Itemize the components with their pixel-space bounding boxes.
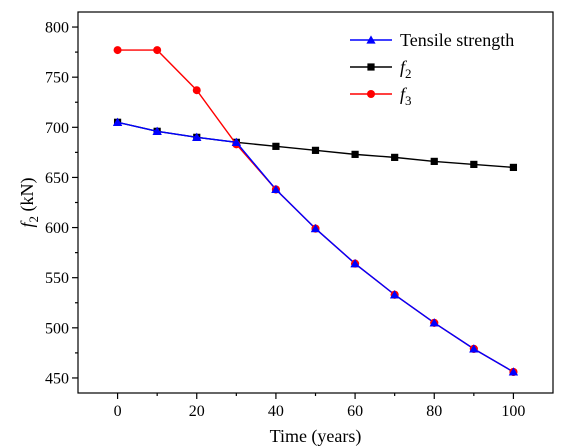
overlay-markers — [112, 117, 519, 376]
data-point — [272, 142, 280, 150]
data-point — [429, 318, 439, 327]
data-point — [469, 344, 479, 353]
legend-label: f2 — [400, 57, 412, 81]
axes: 0 20 40 60 80 100 450 500 550 600 650 700 750 800 — [45, 11, 554, 420]
data-point — [112, 117, 123, 126]
x-tick-label: 80 — [426, 403, 442, 420]
x-tick-label: 60 — [347, 403, 363, 420]
y-tick-label: 750 — [45, 70, 69, 87]
series-layer — [112, 46, 519, 376]
legend-item-1: f2 — [350, 57, 412, 81]
data-point — [192, 132, 202, 141]
legend: Tensile strength f2 f3 — [350, 30, 514, 108]
series-line — [117, 121, 514, 169]
series-2 — [113, 46, 518, 376]
x-tick-label: 40 — [268, 403, 284, 420]
x-tick-label: 100 — [501, 403, 525, 420]
legend-label: f3 — [400, 84, 412, 108]
data-point — [430, 157, 438, 165]
series-line — [117, 49, 514, 373]
legend-marker — [367, 63, 375, 71]
y-tick-label: 450 — [45, 370, 69, 387]
y-tick-label: 650 — [45, 170, 69, 187]
data-point — [390, 290, 400, 299]
data-point — [509, 163, 518, 172]
data-point — [310, 223, 321, 233]
y-tick-label: 600 — [45, 220, 69, 237]
legend-item-2: f3 — [350, 84, 412, 108]
series-0 — [112, 117, 519, 376]
y-axis-title: f2 (kN) — [17, 177, 41, 227]
plot-frame — [77, 11, 554, 394]
y-tick-label: 500 — [45, 320, 69, 337]
data-point — [351, 150, 359, 158]
legend-marker — [367, 90, 375, 98]
series-1 — [113, 118, 518, 172]
data-point — [192, 86, 201, 95]
x-tick-label: 0 — [114, 403, 122, 420]
data-point — [350, 259, 360, 268]
data-point — [231, 137, 241, 146]
x-tick-label: 20 — [189, 403, 205, 420]
data-point — [152, 126, 162, 135]
data-point — [271, 184, 281, 194]
x-axis-title: Time (years) — [270, 426, 362, 447]
data-point — [113, 46, 122, 55]
y-tick-label: 700 — [45, 120, 69, 137]
y-tick-label: 550 — [45, 270, 69, 287]
data-point — [391, 153, 399, 161]
data-point — [470, 160, 478, 168]
series-line — [117, 121, 514, 373]
data-point — [508, 367, 519, 376]
data-point — [311, 146, 320, 154]
y-tick-label: 800 — [45, 20, 69, 37]
legend-label: Tensile strength — [400, 30, 514, 50]
overlay-markers — [271, 185, 518, 376]
legend-item-0: Tensile strength — [350, 30, 514, 50]
legend-marker — [366, 35, 376, 44]
data-point — [153, 46, 162, 55]
